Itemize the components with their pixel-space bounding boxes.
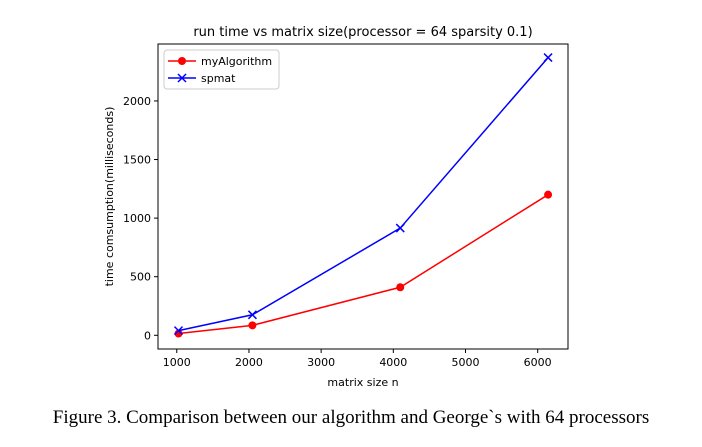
data-point-myAlgorithm (396, 283, 405, 292)
data-point-myAlgorithm (174, 329, 183, 338)
y-tick-label: 2000 (123, 95, 151, 108)
y-tick-label: 1000 (123, 212, 151, 225)
legend-label: spmat (201, 72, 236, 85)
series-line-myAlgorithm (178, 194, 549, 335)
data-point-spmat (173, 326, 184, 336)
x-tick-label: 3000 (307, 356, 335, 369)
legend-item-myAlgorithm: myAlgorithm (168, 55, 272, 68)
x-tick-label: 1000 (163, 356, 191, 369)
chart-title: run time vs matrix size(processor = 64 s… (193, 25, 532, 40)
plot-area (157, 43, 569, 350)
y-tick-label: 0 (144, 329, 151, 342)
data-point-spmat (395, 223, 405, 233)
y-axis-ticks: 0 500 1000 1500 2000 (123, 95, 158, 342)
line-chart: run time vs matrix size(processor = 64 s… (103, 25, 569, 389)
data-point-myAlgorithm (544, 190, 553, 199)
figure-caption: Figure 3. Comparison between our algorit… (52, 407, 650, 428)
legend: myAlgorithm spmat (163, 49, 280, 90)
y-tick-label: 1500 (123, 154, 151, 167)
data-point-spmat (543, 53, 553, 63)
legend-label: myAlgorithm (201, 55, 272, 68)
x-tick-label: 6000 (524, 356, 552, 369)
data-point-spmat (247, 310, 257, 320)
x-axis-label: matrix size n (327, 376, 398, 389)
x-tick-label: 5000 (452, 356, 480, 369)
legend-box (163, 49, 280, 90)
series-layer (173, 53, 553, 338)
x-tick-label: 4000 (379, 356, 407, 369)
legend-item-spmat: spmat (168, 72, 236, 85)
x-axis-ticks: 1000 2000 3000 4000 5000 6000 (163, 349, 552, 369)
data-point-myAlgorithm (248, 321, 257, 330)
y-axis-label: time comsumption(milliseconds) (103, 107, 116, 287)
y-tick-label: 500 (130, 271, 151, 284)
x-tick-label: 2000 (235, 356, 263, 369)
series-line-spmat (178, 57, 549, 332)
